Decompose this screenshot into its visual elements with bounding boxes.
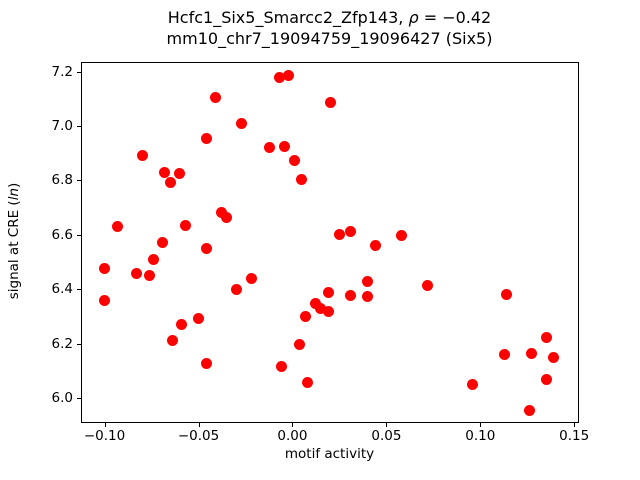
data-point bbox=[467, 379, 479, 390]
data-point bbox=[136, 149, 148, 161]
data-point bbox=[288, 155, 300, 167]
y-axis-label: signal at CRE (ln) bbox=[6, 183, 22, 300]
x-tick-label: −0.05 bbox=[177, 428, 220, 444]
x-tick bbox=[104, 423, 106, 427]
data-point bbox=[345, 225, 357, 237]
data-point bbox=[209, 91, 221, 103]
data-point bbox=[236, 118, 248, 130]
data-point bbox=[395, 229, 407, 241]
data-point bbox=[157, 237, 169, 249]
data-point bbox=[324, 96, 336, 108]
data-point bbox=[345, 290, 357, 302]
data-point bbox=[264, 141, 276, 153]
data-point bbox=[322, 306, 334, 318]
x-tick bbox=[292, 423, 294, 427]
data-point bbox=[548, 351, 560, 363]
y-tick bbox=[77, 71, 81, 73]
y-tick bbox=[77, 289, 81, 291]
data-point bbox=[309, 297, 321, 309]
chart-title-line1: Hcfc1_Six5_Smarcc2_Zfp143, ρ = −0.42 bbox=[81, 7, 578, 28]
data-point bbox=[283, 69, 295, 81]
data-point bbox=[131, 267, 142, 279]
data-point bbox=[99, 295, 110, 307]
data-point bbox=[540, 332, 552, 344]
x-tick bbox=[198, 423, 200, 427]
data-point bbox=[179, 220, 191, 232]
data-point bbox=[369, 239, 381, 251]
data-point bbox=[540, 374, 552, 386]
data-point bbox=[362, 276, 374, 288]
y-tick bbox=[77, 234, 81, 236]
data-point bbox=[112, 220, 124, 232]
x-tick bbox=[574, 423, 576, 427]
plot-area: −0.10 −0.05 0.00 0.05 0.10 0.15 6.0 6.2 6.4 6.6 6.… bbox=[52, 62, 589, 444]
data-point bbox=[499, 348, 511, 360]
data-point bbox=[422, 280, 434, 292]
x-tick-label: 0.10 bbox=[465, 428, 496, 444]
title-text-pre: Hcfc1_Six5_Smarcc2_Zfp143, bbox=[167, 8, 409, 27]
data-point bbox=[245, 272, 257, 284]
y-label-pre: signal at CRE ( bbox=[6, 200, 22, 300]
y-tick-label: 7.0 bbox=[51, 118, 73, 134]
y-tick-label: 7.2 bbox=[51, 63, 73, 80]
y-tick bbox=[77, 397, 81, 399]
chart-title: Hcfc1_Six5_Smarcc2_Zfp143, ρ = −0.42 mm1… bbox=[81, 7, 578, 49]
data-point bbox=[144, 270, 156, 282]
y-tick bbox=[77, 343, 81, 345]
data-point bbox=[296, 174, 308, 186]
data-point bbox=[166, 335, 178, 346]
data-point bbox=[523, 405, 535, 417]
data-point bbox=[99, 262, 110, 274]
data-point bbox=[322, 287, 334, 299]
x-tick-label: 0.15 bbox=[559, 428, 590, 444]
data-point bbox=[174, 167, 186, 179]
x-tick-label: −0.10 bbox=[83, 428, 126, 444]
y-tick-label: 6.6 bbox=[51, 226, 73, 243]
x-axis-label: motif activity bbox=[284, 446, 375, 462]
data-point bbox=[300, 310, 312, 322]
title-text-post: = −0.42 bbox=[418, 8, 492, 27]
y-tick-label: 6.8 bbox=[51, 172, 73, 189]
y-tick-label: 6.4 bbox=[51, 281, 73, 298]
data-point bbox=[501, 288, 513, 300]
y-label-italic: ln bbox=[6, 187, 22, 201]
data-point bbox=[200, 358, 212, 370]
data-point bbox=[215, 207, 227, 219]
data-point bbox=[294, 339, 306, 350]
x-tick bbox=[386, 423, 388, 427]
y-tick-label: 6.2 bbox=[51, 335, 73, 352]
y-tick bbox=[77, 126, 81, 127]
data-point bbox=[362, 290, 374, 302]
y-tick-label: 6.0 bbox=[51, 389, 73, 406]
x-tick bbox=[480, 423, 482, 427]
data-point bbox=[275, 361, 287, 373]
data-point bbox=[279, 140, 291, 152]
data-point bbox=[525, 347, 537, 359]
data-point bbox=[176, 319, 188, 331]
chart-title-line2: mm10_chr7_19094759_19096427 (Six5) bbox=[166, 29, 493, 48]
data-point bbox=[159, 167, 171, 178]
data-point bbox=[147, 254, 159, 266]
data-point bbox=[200, 243, 212, 255]
data-point bbox=[273, 72, 285, 84]
data-point bbox=[164, 176, 176, 188]
data-point bbox=[333, 228, 345, 240]
rho-symbol: ρ bbox=[408, 8, 419, 27]
data-point bbox=[315, 303, 327, 315]
data-point bbox=[221, 211, 233, 223]
data-point bbox=[193, 313, 204, 324]
data-point bbox=[302, 377, 313, 389]
x-tick-label: 0.00 bbox=[277, 428, 308, 444]
y-tick bbox=[77, 180, 81, 182]
data-point bbox=[200, 132, 212, 144]
y-label-post: ) bbox=[6, 182, 22, 188]
x-tick-label: 0.05 bbox=[371, 428, 402, 444]
data-point bbox=[230, 284, 242, 296]
